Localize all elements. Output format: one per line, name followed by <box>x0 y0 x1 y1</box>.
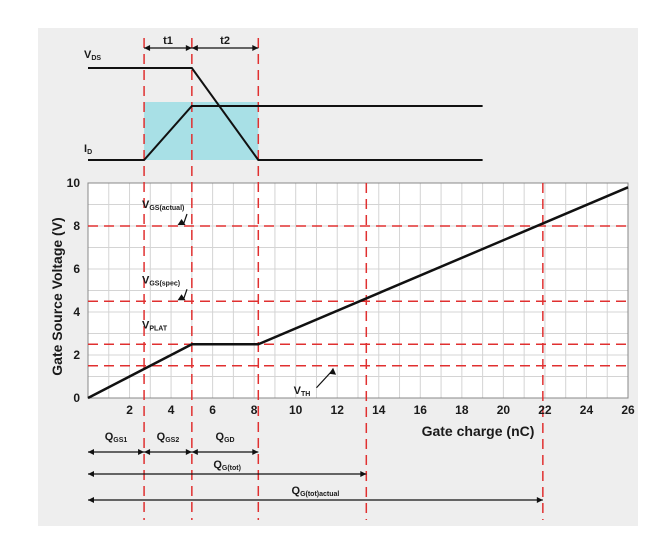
level-label: VGS(actual) <box>142 199 184 212</box>
x-tick-label: 10 <box>289 403 303 417</box>
plot-border <box>87 182 629 399</box>
charge-arrow-right <box>536 497 543 503</box>
charge-label-g-tot-actual: QG(tot)actual <box>292 485 340 498</box>
level-pointer-head <box>177 294 186 301</box>
charge-arrow-left <box>144 449 151 455</box>
time-arrow-right <box>252 45 259 51</box>
y-tick-label: 4 <box>73 305 80 319</box>
charge-arrow-left <box>191 449 198 455</box>
y-tick-label: 10 <box>67 176 81 190</box>
level-pointer-head <box>177 219 186 225</box>
charge-label-gd: QGD <box>216 431 235 444</box>
id-waveform <box>88 105 483 161</box>
charge-label-gs2: QGS2 <box>157 431 180 444</box>
x-tick-label: 8 <box>251 403 258 417</box>
x-tick-label: 26 <box>621 403 635 417</box>
x-tick-label: 18 <box>455 403 469 417</box>
y-tick-label: 8 <box>73 219 80 233</box>
x-tick-label: 4 <box>168 403 175 417</box>
charge-arrow-left <box>88 497 94 503</box>
x-tick-label: 22 <box>538 403 552 417</box>
charge-arrow-right <box>138 449 145 455</box>
gate-charge-curve <box>87 186 629 400</box>
x-tick-label: 16 <box>414 403 428 417</box>
x-tick-label: 6 <box>209 403 216 417</box>
time-label-2: t2 <box>220 35 230 47</box>
charge-arrow-right <box>185 449 192 455</box>
x-tick-label: 24 <box>580 403 594 417</box>
x-tick-label: 2 <box>126 403 133 417</box>
level-label: VPLAT <box>142 319 168 332</box>
level-pointer-head <box>329 367 337 375</box>
time-arrow-left <box>144 45 151 51</box>
id-label: ID <box>84 143 92 156</box>
y-axis-title: Gate Source Voltage (V) <box>49 217 65 375</box>
vds-label: VDS <box>84 49 101 62</box>
y-tick-label: 6 <box>73 262 80 276</box>
charge-arrow-left <box>88 449 94 455</box>
x-tick-label: 12 <box>331 403 345 417</box>
charge-arrow-left <box>88 471 94 477</box>
charge-arrow-right <box>360 471 367 477</box>
level-pointer <box>182 289 188 300</box>
vds-waveform <box>88 67 483 161</box>
level-label: VTH <box>294 385 311 398</box>
y-tick-label: 2 <box>73 348 80 362</box>
charge-label-bg <box>197 456 258 472</box>
x-tick-label: 20 <box>497 403 511 417</box>
transition-highlight <box>144 102 259 160</box>
charge-label-bg <box>285 482 346 498</box>
y-tick-label: 0 <box>73 391 80 405</box>
time-arrow-left <box>191 45 198 51</box>
charge-label-gs1: QGS1 <box>105 431 128 444</box>
x-axis-title: Gate charge (nC) <box>422 423 535 439</box>
time-arrow-right <box>185 45 192 51</box>
level-pointer <box>182 213 188 225</box>
level-label: VGS(spec) <box>142 274 180 287</box>
charge-arrow-right <box>252 449 259 455</box>
x-tick-label: 14 <box>372 403 386 417</box>
charge-label-g-tot-: QG(tot) <box>213 459 241 472</box>
time-label-1: t1 <box>163 35 173 47</box>
